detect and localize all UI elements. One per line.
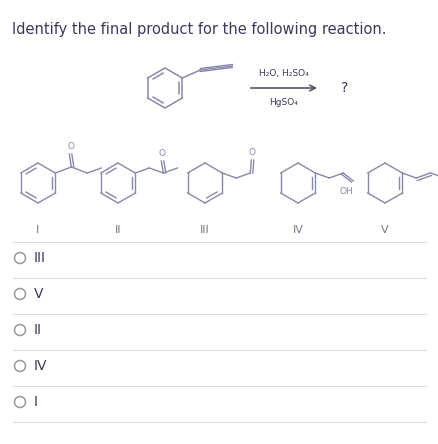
Text: III: III bbox=[34, 251, 46, 265]
Text: O: O bbox=[248, 148, 255, 157]
Text: I: I bbox=[36, 225, 39, 235]
Text: V: V bbox=[380, 225, 388, 235]
Text: Identify the final product for the following reaction.: Identify the final product for the follo… bbox=[12, 22, 385, 37]
Text: OH: OH bbox=[339, 187, 353, 196]
Text: HgSO₄: HgSO₄ bbox=[269, 98, 298, 107]
Text: O: O bbox=[67, 142, 74, 151]
Text: V: V bbox=[34, 287, 43, 301]
Text: IV: IV bbox=[34, 359, 47, 373]
Text: H₂O, H₂SO₄: H₂O, H₂SO₄ bbox=[258, 69, 308, 78]
Text: O: O bbox=[159, 149, 166, 158]
Text: II: II bbox=[114, 225, 121, 235]
Text: III: III bbox=[200, 225, 209, 235]
Text: II: II bbox=[34, 323, 42, 337]
Text: I: I bbox=[34, 395, 38, 409]
Text: ?: ? bbox=[340, 81, 347, 95]
Text: IV: IV bbox=[292, 225, 303, 235]
